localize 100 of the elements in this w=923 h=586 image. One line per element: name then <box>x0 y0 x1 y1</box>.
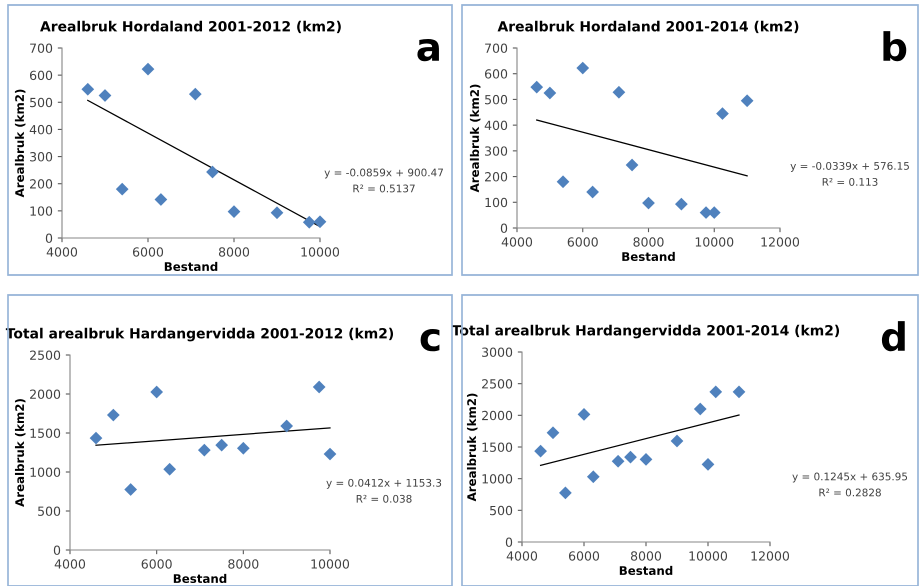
x-tick-label: 8000 <box>218 247 250 257</box>
point <box>576 62 590 74</box>
y-tick-label: 2000 <box>30 389 60 399</box>
point <box>559 486 572 500</box>
point <box>556 175 570 188</box>
y-tick-label: 500 <box>30 98 52 108</box>
chart-title: Total arealbruk Hardangervidda 2001-2014 (km2) <box>452 324 840 338</box>
text: R² = 0.5137 <box>353 184 415 192</box>
y-tick-label: 500 <box>485 94 508 104</box>
y-tick-label: 300 <box>30 152 52 162</box>
x-tick-label: 6000 <box>142 559 172 569</box>
point <box>270 206 284 220</box>
point <box>702 458 714 471</box>
x-axis-title: Bestand <box>164 262 218 272</box>
x-axis-title: Bestand <box>620 566 672 576</box>
y-tick-label: 100 <box>30 206 52 216</box>
point <box>642 196 655 210</box>
y-tick-label: 0 <box>506 537 512 547</box>
point <box>312 380 326 394</box>
x-tick-label: 8000 <box>630 551 662 561</box>
point <box>694 402 707 416</box>
point <box>142 62 154 76</box>
point <box>124 483 138 496</box>
y-tick-label: 2500 <box>30 350 60 360</box>
point <box>586 186 599 198</box>
point <box>154 193 168 206</box>
x-tick-label: 4000 <box>502 237 532 247</box>
y-tick-label: 0 <box>500 223 508 233</box>
text: R² = 0.2828 <box>819 488 881 496</box>
point <box>624 450 637 464</box>
point <box>546 426 560 440</box>
point <box>280 420 294 432</box>
x-tick-label: 10000 <box>689 551 728 561</box>
point <box>544 86 556 100</box>
x-tick-label: 6000 <box>568 237 598 247</box>
point <box>90 432 102 444</box>
point <box>740 94 754 108</box>
text: d <box>882 321 905 352</box>
y-tick-label: 2000 <box>482 410 512 420</box>
point <box>578 408 590 421</box>
y-tick-label: 1500 <box>30 428 60 438</box>
chart-title: Arealbruk Hordaland 2001-2014 (km2) <box>498 20 798 34</box>
point <box>150 386 164 398</box>
point <box>188 88 202 101</box>
x-tick-label: 10000 <box>301 247 340 257</box>
y-tick-label: 600 <box>484 69 508 79</box>
x-tick-label: 4000 <box>506 551 538 561</box>
y-tick-label: 0 <box>46 233 52 243</box>
x-tick-label: 8000 <box>228 559 258 569</box>
point <box>716 107 729 120</box>
y-tick-label: 500 <box>490 506 512 516</box>
point <box>106 408 120 422</box>
point <box>228 205 240 218</box>
chart-title: Total arealbruk Hardangervidda 2001-2012 (km2) <box>6 328 394 342</box>
y-tick-label: 100 <box>485 198 508 208</box>
y-tick-label: 500 <box>38 506 60 516</box>
y-tick-label: 700 <box>30 43 52 53</box>
x-tick-label: 6000 <box>568 551 600 561</box>
chart-title: Arealbruk Hordaland 2001-2012 (km2) <box>40 20 341 34</box>
point <box>116 182 129 196</box>
y-tick-label: 0 <box>54 545 60 555</box>
point <box>534 444 547 458</box>
point <box>236 442 250 455</box>
point <box>612 86 626 99</box>
y-axis-title: Arealbruk (km2) <box>470 84 480 192</box>
point <box>98 89 112 102</box>
point <box>206 166 219 178</box>
annotation: y = 0.0412x + 1153.3 <box>326 478 442 489</box>
y-axis-title: Arealbruk (km2) <box>466 394 478 502</box>
x-tick-label: 6000 <box>132 247 164 257</box>
text: R² = 0.038 <box>356 494 412 503</box>
y-tick-label: 3000 <box>482 347 512 357</box>
text: R² = 0.113 <box>822 178 878 186</box>
x-tick-label: 12000 <box>751 551 790 561</box>
x-axis-title: Bestand <box>174 574 226 584</box>
point <box>709 386 722 398</box>
y-tick-label: 300 <box>485 146 508 156</box>
text: y = -0.0339x + 576.15 <box>790 162 909 172</box>
point <box>302 216 316 229</box>
point <box>675 198 688 210</box>
y-tick-label: 200 <box>30 179 52 189</box>
y-tick-label: 400 <box>30 124 52 134</box>
point <box>530 80 544 94</box>
text: y = -0.0859x + 900.47 <box>324 168 443 178</box>
point <box>324 448 336 460</box>
text: a <box>417 38 439 62</box>
text: y = 0.1245x + 635.95 <box>792 472 908 482</box>
point <box>215 438 228 452</box>
text: c <box>420 328 440 352</box>
y-tick-label: 1000 <box>482 474 512 484</box>
y-axis-title: Arealbruk (km2) <box>14 399 26 507</box>
x-tick-label: 4000 <box>46 247 78 257</box>
y-tick-label: 600 <box>30 70 52 80</box>
text: b <box>883 31 906 62</box>
point <box>163 462 176 476</box>
x-axis-title: Bestand <box>622 252 675 262</box>
y-axis-title: Arealbruk (km2) <box>14 90 26 198</box>
y-tick-label: 400 <box>484 120 508 130</box>
point <box>732 386 746 398</box>
point <box>314 215 326 228</box>
